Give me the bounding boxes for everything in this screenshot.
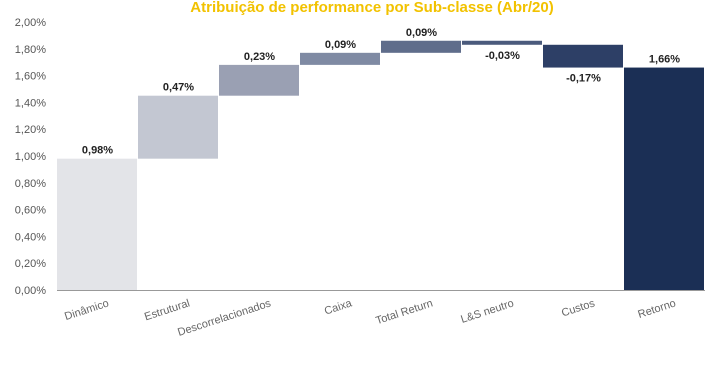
data-label: 0,47% [163, 82, 194, 94]
data-label: 1,66% [649, 54, 680, 66]
bars-group [57, 40, 704, 290]
x-tick-label: Dinâmico [63, 297, 110, 323]
x-tick-label: Retorno [636, 297, 677, 321]
data-label: 0,23% [244, 51, 275, 63]
y-tick-label: 0,20% [15, 258, 46, 270]
y-tick-label: 1,80% [15, 44, 46, 56]
y-tick-label: 0,40% [15, 231, 46, 243]
data-labels-group: 0,98% 0,47% 0,23% 0,09% 0,09% -0,03% -0,17% 1,6… [82, 27, 680, 157]
y-axis-ticks: 0,00% 0,20% 0,40% 0,60% 0,80% 1,00% 1,20% 1,40%… [15, 17, 46, 297]
x-tick-label: Descorrelacionados [176, 297, 273, 339]
chart-title: Atribuição de performance por Sub-classe… [190, 0, 553, 16]
bar [138, 95, 218, 159]
y-tick-label: 1,40% [15, 97, 46, 109]
y-tick-label: 1,60% [15, 71, 46, 83]
bar [219, 64, 299, 96]
y-tick-label: 1,00% [15, 151, 46, 163]
y-tick-label: 2,00% [15, 17, 46, 29]
x-tick-label: Estrutural [143, 297, 191, 323]
data-label: -0,17% [566, 73, 601, 85]
bar [300, 52, 380, 65]
bar [624, 67, 704, 290]
x-tick-label: Total Return [374, 297, 434, 327]
x-tick-label: Custos [560, 297, 597, 319]
x-tick-label: Caixa [323, 297, 354, 317]
data-label: -0,03% [485, 50, 520, 62]
y-tick-label: 0,60% [15, 205, 46, 217]
data-label: 0,98% [82, 145, 113, 157]
data-label: 0,09% [325, 39, 356, 51]
y-tick-label: 0,80% [15, 178, 46, 190]
bar [462, 40, 542, 45]
data-label: 0,09% [406, 27, 437, 39]
bar [57, 158, 137, 290]
y-tick-label: 1,20% [15, 124, 46, 136]
y-tick-label: 0,00% [15, 285, 46, 297]
bar [381, 40, 461, 53]
bar [543, 44, 623, 68]
x-tick-label: L&S neutro [459, 297, 515, 325]
